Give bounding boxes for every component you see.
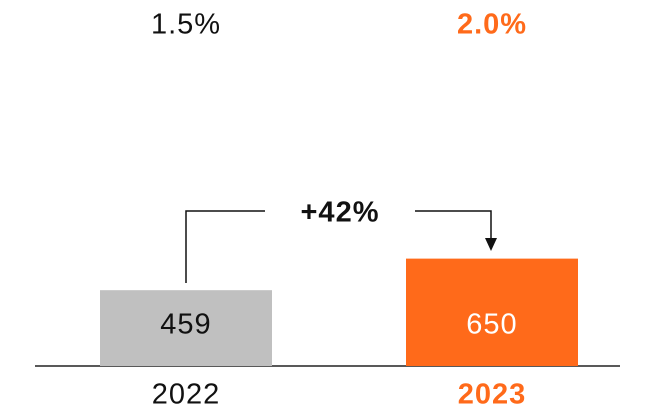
- x-tick-label: 2023: [458, 379, 527, 411]
- value-label: 650: [466, 309, 517, 341]
- x-tick-label: 2022: [152, 379, 221, 411]
- growth-annotation: +42%: [301, 197, 380, 229]
- ratio-label: 2.0%: [457, 9, 527, 41]
- connector-right: [415, 210, 492, 240]
- connector-left: [185, 210, 265, 283]
- bar: [100, 290, 272, 366]
- value-label: 459: [160, 309, 211, 341]
- bar: [406, 258, 578, 366]
- arrow-head: [485, 238, 497, 251]
- ratio-label: 1.5%: [151, 9, 221, 41]
